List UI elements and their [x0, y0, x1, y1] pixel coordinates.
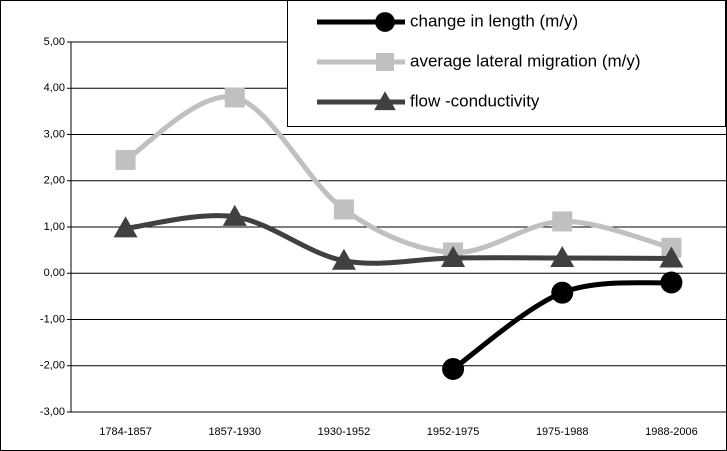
- x-tick-label: 1988-2006: [645, 426, 698, 438]
- y-tick-label: 1,00: [44, 221, 65, 233]
- y-tick-label: 4,00: [44, 82, 65, 94]
- legend-marker: [375, 12, 395, 32]
- data-point: [660, 271, 683, 294]
- data-point: [659, 246, 684, 268]
- y-tick-label: 0,00: [44, 267, 65, 279]
- y-tick-label: 3,00: [44, 128, 65, 140]
- x-tick-label: 1952-1975: [427, 426, 480, 438]
- legend-marker: [374, 91, 396, 111]
- legend-label: flow -conductivity: [410, 91, 540, 110]
- data-point: [222, 204, 247, 226]
- data-point: [550, 245, 575, 267]
- data-point: [551, 281, 574, 304]
- x-tick-label: 1930-1952: [318, 426, 371, 438]
- y-tick-label: -3,00: [40, 406, 65, 418]
- data-point: [224, 87, 245, 108]
- data-point: [442, 357, 465, 380]
- legend-label: change in length (m/y): [410, 11, 578, 30]
- y-tick-label: -2,00: [40, 360, 65, 372]
- legend-marker: [376, 53, 394, 71]
- legend-label: average lateral migration (m/y): [410, 51, 641, 70]
- y-tick-label: -1,00: [40, 313, 65, 325]
- y-tick-label: 2,00: [44, 175, 65, 187]
- x-tick-label: 1784-1857: [99, 426, 152, 438]
- x-tick-label: 1857-1930: [208, 426, 261, 438]
- data-point: [331, 248, 356, 270]
- data-point: [333, 199, 354, 220]
- y-tick-label: 5,00: [44, 36, 65, 48]
- x-tick-label: 1975-1988: [536, 426, 589, 438]
- series-line: [125, 213, 672, 266]
- data-point: [552, 211, 573, 232]
- data-point: [113, 216, 138, 238]
- data-point: [115, 149, 136, 170]
- data-point: [441, 245, 466, 267]
